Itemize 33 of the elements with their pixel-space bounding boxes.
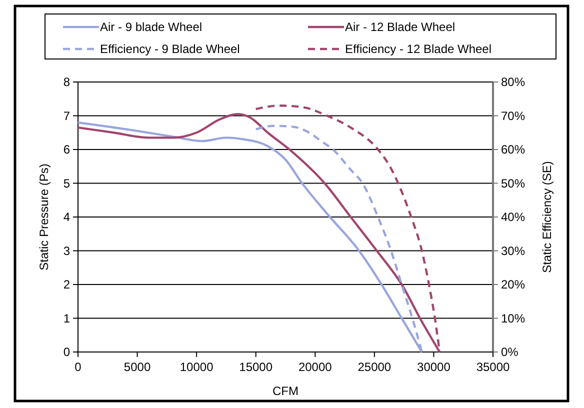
y-tick-label: 2	[63, 278, 70, 292]
y2-tick-label: 0%	[501, 345, 519, 360]
y-tick-label: 3	[63, 244, 70, 258]
x-tick-label: 0	[74, 360, 82, 374]
y-tick-label: 0	[63, 345, 70, 360]
y-tick-label: 6	[63, 142, 70, 157]
x-tick-label: 10000	[180, 360, 214, 374]
y2-tick-label: 50%	[501, 176, 526, 190]
legend-label: Air - 12 Blade Wheel	[345, 20, 456, 34]
y-tick-label: 4	[63, 210, 70, 224]
legend-label: Efficiency - 12 Blade Wheel	[345, 42, 492, 56]
x-axis-title: CFM	[272, 384, 298, 398]
legend-label: Efficiency - 9 Blade Wheel	[100, 42, 240, 56]
x-tick-label: 20000	[298, 360, 332, 374]
x-tick-label: 25000	[358, 360, 392, 374]
legend-label: Air - 9 blade Wheel	[100, 20, 202, 34]
y2-tick-label: 20%	[501, 278, 526, 292]
y2-tick-label: 30%	[501, 244, 526, 258]
y-tick-label: 5	[63, 176, 70, 190]
y2-tick-label: 60%	[501, 142, 526, 157]
x-tick-label: 30000	[417, 360, 451, 374]
y2-tick-label: 40%	[501, 210, 526, 224]
x-tick-label: 5000	[124, 360, 151, 374]
x-tick-label: 35000	[476, 360, 510, 374]
y2-tick-label: 80%	[501, 75, 526, 90]
y2-axis-title: Static Efficiency (SE)	[540, 161, 554, 273]
y-tick-label: 7	[63, 108, 70, 123]
y2-tick-label: 10%	[501, 311, 526, 326]
y2-tick-label: 70%	[501, 108, 526, 123]
y-tick-label: 8	[63, 75, 70, 90]
x-tick-label: 15000	[239, 360, 273, 374]
y-axis-title: Static Pressure (Ps)	[37, 164, 51, 270]
y-tick-label: 1	[63, 311, 70, 326]
